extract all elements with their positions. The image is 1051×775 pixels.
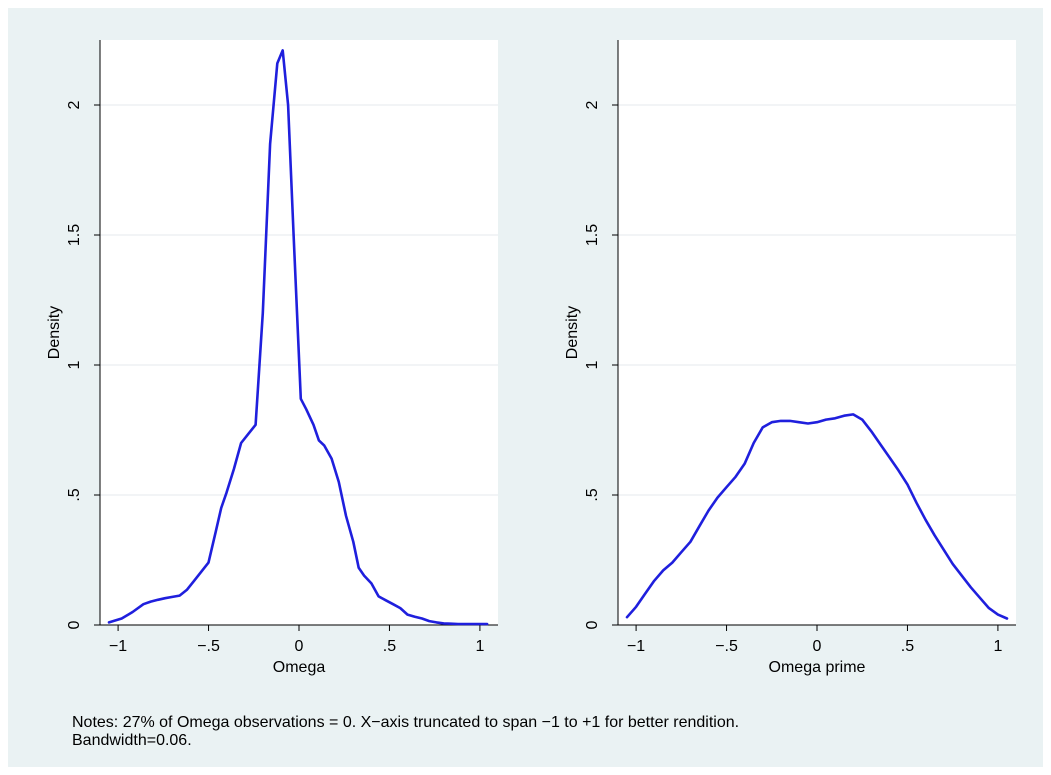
- graph-region: 0.5 1 1.5 2 −1 −.5 0.5 1 Omega Density 0.5 1 1.5 2 −1−…: [8, 8, 1043, 767]
- density-charts: 0.511.52−1 −.5 0.5 1OmegaDensity0.511.52−1−…: [46, 40, 1016, 676]
- y-tick-label-1-1: .5: [66, 488, 83, 501]
- x-tick-label-2-1: −.5: [715, 638, 738, 655]
- y-tick-label-1-0: 0: [66, 620, 83, 629]
- x-tick-label-2-0: −1: [627, 638, 645, 655]
- y-tick-label-1-2: 1: [66, 360, 83, 369]
- x-tick-label-2-2: 0: [813, 638, 822, 655]
- y-tick-label-2-4: 2: [584, 100, 601, 109]
- y-axis-title-2: Density: [564, 306, 581, 359]
- y-tick-label-2-0: 0: [584, 620, 601, 629]
- y-tick-label-2-3: 1.5: [584, 224, 601, 246]
- x-tick-label-1-3: .5: [383, 638, 396, 655]
- x-tick-label-2-4: 1: [993, 638, 1002, 655]
- x-axis-title-1: Omega: [273, 659, 326, 676]
- density-line-2-1: [625, 413, 1009, 620]
- y-tick-label-1-4: 2: [66, 100, 83, 109]
- notes-line-2: Bandwidth=0.06.: [72, 732, 192, 749]
- x-tick-label-2-3: .5: [901, 638, 914, 655]
- y-tick-label-2-1: .5: [584, 488, 601, 501]
- notes: Notes: 27% of Omega observations = 0. X−…: [72, 714, 739, 750]
- density-line-1-1: [107, 49, 489, 626]
- y-tick-label-2-2: 1: [584, 360, 601, 369]
- x-tick-label-1-4: 1: [475, 638, 484, 655]
- x-axis-title-2: Omega prime: [769, 659, 866, 676]
- x-tick-label-1-2: 0: [295, 638, 304, 655]
- y-axis-title-1: Density: [46, 306, 63, 359]
- y-tick-label-1-3: 1.5: [66, 224, 83, 246]
- x-tick-label-1-1: −.5: [197, 638, 220, 655]
- plot-area-2: [618, 40, 1016, 625]
- notes-line-1: Notes: 27% of Omega observations = 0. X−…: [72, 714, 740, 731]
- x-tick-label-1-0: −1: [109, 638, 127, 655]
